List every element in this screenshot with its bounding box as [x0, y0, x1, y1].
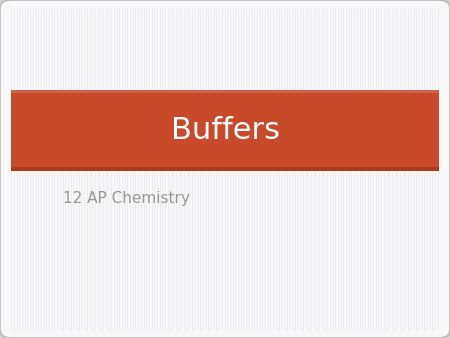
Bar	[11, 90, 439, 93]
Bar	[11, 90, 439, 171]
Text: 12 AP Chemistry: 12 AP Chemistry	[63, 191, 190, 206]
Bar	[11, 167, 439, 171]
Text: Buffers: Buffers	[171, 116, 279, 145]
